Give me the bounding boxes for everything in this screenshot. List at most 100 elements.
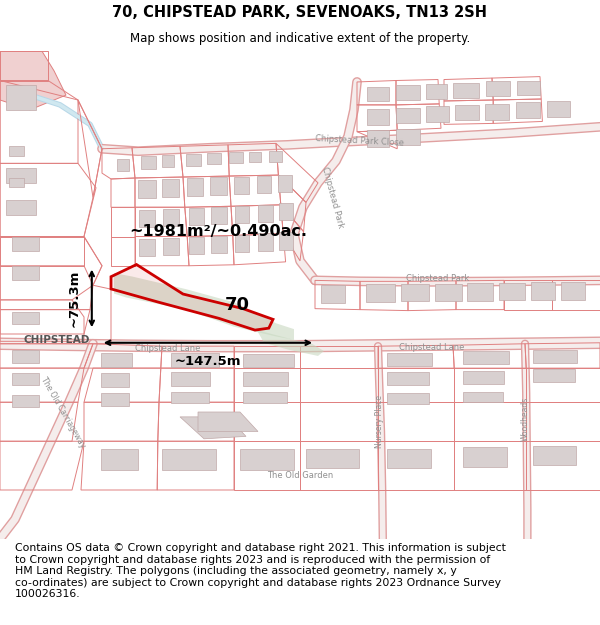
Polygon shape <box>235 206 249 223</box>
Polygon shape <box>12 312 39 324</box>
Polygon shape <box>180 417 246 439</box>
Polygon shape <box>189 208 204 225</box>
Polygon shape <box>12 266 39 281</box>
Text: Chipstead Park: Chipstead Park <box>406 274 470 283</box>
Polygon shape <box>243 354 294 367</box>
Polygon shape <box>229 152 243 163</box>
Polygon shape <box>207 152 221 164</box>
Polygon shape <box>387 352 432 366</box>
Polygon shape <box>12 395 39 407</box>
Polygon shape <box>210 177 227 194</box>
Text: The Old Carriageway: The Old Carriageway <box>39 375 87 449</box>
Text: The Old Garden: The Old Garden <box>267 471 333 480</box>
Polygon shape <box>139 210 155 227</box>
Polygon shape <box>306 449 359 468</box>
Polygon shape <box>367 87 389 101</box>
Polygon shape <box>101 392 129 406</box>
Text: Woodheads: Woodheads <box>521 398 530 441</box>
Polygon shape <box>533 349 577 363</box>
Polygon shape <box>138 181 156 198</box>
Polygon shape <box>547 101 570 117</box>
Polygon shape <box>279 232 293 249</box>
Text: Chipstead Lane: Chipstead Lane <box>400 342 464 352</box>
Polygon shape <box>189 237 204 254</box>
Polygon shape <box>258 233 273 251</box>
Polygon shape <box>435 284 462 301</box>
Polygon shape <box>279 203 293 221</box>
Polygon shape <box>249 152 261 162</box>
Polygon shape <box>171 352 219 367</box>
Polygon shape <box>163 238 179 255</box>
Polygon shape <box>258 205 273 222</box>
Polygon shape <box>6 86 36 110</box>
Text: ~75.3m: ~75.3m <box>68 270 81 327</box>
Polygon shape <box>463 351 509 364</box>
Polygon shape <box>426 106 449 122</box>
Text: ~147.5m: ~147.5m <box>175 355 241 368</box>
Polygon shape <box>187 179 203 196</box>
Polygon shape <box>269 151 282 162</box>
Polygon shape <box>401 284 429 301</box>
Polygon shape <box>561 282 585 300</box>
Text: Map shows position and indicative extent of the property.: Map shows position and indicative extent… <box>130 32 470 45</box>
Polygon shape <box>243 372 288 386</box>
Polygon shape <box>12 373 39 385</box>
Polygon shape <box>101 373 129 387</box>
Polygon shape <box>367 109 389 126</box>
Polygon shape <box>139 239 155 256</box>
Polygon shape <box>211 207 227 224</box>
Polygon shape <box>9 178 24 187</box>
Text: Contains OS data © Crown copyright and database right 2021. This information is : Contains OS data © Crown copyright and d… <box>15 543 506 599</box>
Text: Chipstead Park: Chipstead Park <box>320 166 346 229</box>
Polygon shape <box>453 83 479 98</box>
Polygon shape <box>387 392 429 404</box>
Text: Chipstead Park Close: Chipstead Park Close <box>316 134 404 148</box>
Polygon shape <box>499 282 525 301</box>
Polygon shape <box>463 371 504 384</box>
Polygon shape <box>387 372 429 385</box>
Polygon shape <box>101 352 132 367</box>
Polygon shape <box>533 369 575 382</box>
Polygon shape <box>163 209 179 226</box>
Polygon shape <box>12 349 39 363</box>
Polygon shape <box>387 449 431 468</box>
Text: CHIPSTEAD: CHIPSTEAD <box>24 336 91 346</box>
Text: 70, CHIPSTEAD PARK, SEVENOAKS, TN13 2SH: 70, CHIPSTEAD PARK, SEVENOAKS, TN13 2SH <box>113 5 487 20</box>
Polygon shape <box>198 412 258 431</box>
Polygon shape <box>171 372 210 386</box>
Polygon shape <box>141 156 156 169</box>
Polygon shape <box>171 391 209 403</box>
Text: Chipstead Lane: Chipstead Lane <box>136 344 200 353</box>
Polygon shape <box>0 51 66 110</box>
Polygon shape <box>101 449 138 469</box>
Polygon shape <box>463 391 503 402</box>
Polygon shape <box>12 236 39 251</box>
Polygon shape <box>486 81 510 96</box>
Polygon shape <box>234 176 249 194</box>
Polygon shape <box>9 146 24 156</box>
Polygon shape <box>517 81 540 95</box>
Polygon shape <box>211 236 227 252</box>
Polygon shape <box>6 200 36 214</box>
Polygon shape <box>243 391 287 403</box>
Text: Nursery Place: Nursery Place <box>374 395 384 448</box>
Polygon shape <box>117 159 129 171</box>
Polygon shape <box>257 176 271 192</box>
Polygon shape <box>240 449 294 469</box>
Polygon shape <box>396 129 420 146</box>
Polygon shape <box>162 449 216 469</box>
Polygon shape <box>114 273 294 340</box>
Polygon shape <box>516 102 540 118</box>
Polygon shape <box>162 179 179 196</box>
Polygon shape <box>455 105 479 121</box>
Polygon shape <box>531 282 555 300</box>
Polygon shape <box>257 330 324 356</box>
Polygon shape <box>533 446 576 464</box>
Polygon shape <box>6 168 36 183</box>
Polygon shape <box>396 86 420 100</box>
Text: ~1981m²/~0.490ac.: ~1981m²/~0.490ac. <box>129 224 307 239</box>
Polygon shape <box>467 283 493 301</box>
Polygon shape <box>366 284 395 302</box>
Polygon shape <box>162 155 174 168</box>
Polygon shape <box>321 285 345 302</box>
